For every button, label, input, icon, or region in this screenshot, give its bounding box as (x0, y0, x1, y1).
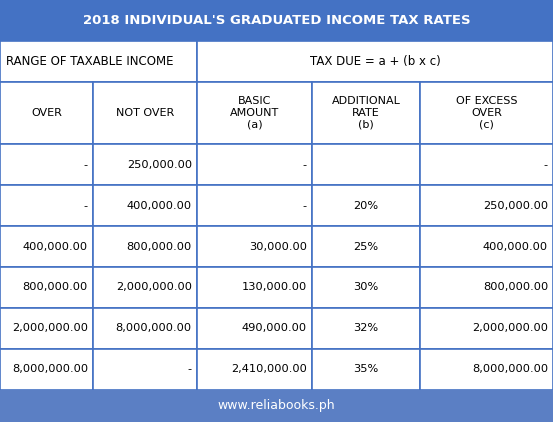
Text: 8,000,000.00: 8,000,000.00 (12, 364, 88, 374)
Bar (0, 41, 197, 82)
Bar (197, 144, 312, 185)
Text: 25%: 25% (353, 241, 379, 252)
Text: 35%: 35% (353, 364, 379, 374)
Bar (420, 267, 553, 308)
Text: -: - (84, 200, 88, 211)
Text: 2,410,000.00: 2,410,000.00 (231, 364, 307, 374)
Bar (93, 267, 197, 308)
Text: 800,000.00: 800,000.00 (23, 282, 88, 292)
Text: 400,000.00: 400,000.00 (127, 200, 192, 211)
Text: 8,000,000.00: 8,000,000.00 (472, 364, 548, 374)
Text: ADDITIONAL
RATE
(b): ADDITIONAL RATE (b) (332, 97, 400, 130)
Text: -: - (187, 364, 192, 374)
Bar (93, 185, 197, 226)
Text: NOT OVER: NOT OVER (116, 108, 174, 118)
Bar (312, 308, 420, 349)
Bar (312, 267, 420, 308)
Bar (420, 185, 553, 226)
Bar (0, 185, 93, 226)
Bar (0, 0, 553, 41)
Text: 30,000.00: 30,000.00 (249, 241, 307, 252)
Text: 400,000.00: 400,000.00 (23, 241, 88, 252)
Text: -: - (544, 160, 548, 170)
Text: www.reliabooks.ph: www.reliabooks.ph (218, 399, 335, 412)
Text: 2,000,000.00: 2,000,000.00 (116, 282, 192, 292)
Bar (0, 390, 553, 422)
Bar (93, 82, 197, 144)
Bar (197, 267, 312, 308)
Bar (197, 226, 312, 267)
Bar (0, 82, 93, 144)
Bar (420, 308, 553, 349)
Text: TAX DUE = a + (b x c): TAX DUE = a + (b x c) (310, 55, 440, 68)
Bar (93, 349, 197, 390)
Text: 30%: 30% (353, 282, 379, 292)
Text: 8,000,000.00: 8,000,000.00 (116, 323, 192, 333)
Text: 250,000.00: 250,000.00 (127, 160, 192, 170)
Bar (420, 82, 553, 144)
Text: -: - (84, 160, 88, 170)
Text: 2,000,000.00: 2,000,000.00 (12, 323, 88, 333)
Bar (312, 226, 420, 267)
Text: 20%: 20% (353, 200, 379, 211)
Bar (312, 82, 420, 144)
Bar (93, 308, 197, 349)
Text: 130,000.00: 130,000.00 (242, 282, 307, 292)
Bar (0, 226, 93, 267)
Bar (420, 349, 553, 390)
Bar (93, 226, 197, 267)
Text: 800,000.00: 800,000.00 (483, 282, 548, 292)
Bar (312, 144, 420, 185)
Bar (0, 267, 93, 308)
Bar (197, 349, 312, 390)
Bar (0, 349, 93, 390)
Bar (420, 144, 553, 185)
Text: 2,000,000.00: 2,000,000.00 (472, 323, 548, 333)
Text: 2018 INDIVIDUAL'S GRADUATED INCOME TAX RATES: 2018 INDIVIDUAL'S GRADUATED INCOME TAX R… (83, 14, 470, 27)
Text: OF EXCESS
OVER
(c): OF EXCESS OVER (c) (456, 97, 518, 130)
Text: -: - (302, 160, 307, 170)
Text: -: - (302, 200, 307, 211)
Bar (197, 82, 312, 144)
Text: 400,000.00: 400,000.00 (483, 241, 548, 252)
Bar (420, 226, 553, 267)
Bar (197, 308, 312, 349)
Text: 800,000.00: 800,000.00 (127, 241, 192, 252)
Text: 250,000.00: 250,000.00 (483, 200, 548, 211)
Bar (312, 185, 420, 226)
Text: OVER: OVER (31, 108, 62, 118)
Bar (0, 144, 93, 185)
Bar (197, 185, 312, 226)
Text: 490,000.00: 490,000.00 (242, 323, 307, 333)
Bar (0, 308, 93, 349)
Text: 32%: 32% (353, 323, 379, 333)
Bar (312, 349, 420, 390)
Bar (93, 144, 197, 185)
Text: BASIC
AMOUNT
(a): BASIC AMOUNT (a) (229, 97, 279, 130)
Text: RANGE OF TAXABLE INCOME: RANGE OF TAXABLE INCOME (6, 55, 174, 68)
Bar (197, 41, 553, 82)
